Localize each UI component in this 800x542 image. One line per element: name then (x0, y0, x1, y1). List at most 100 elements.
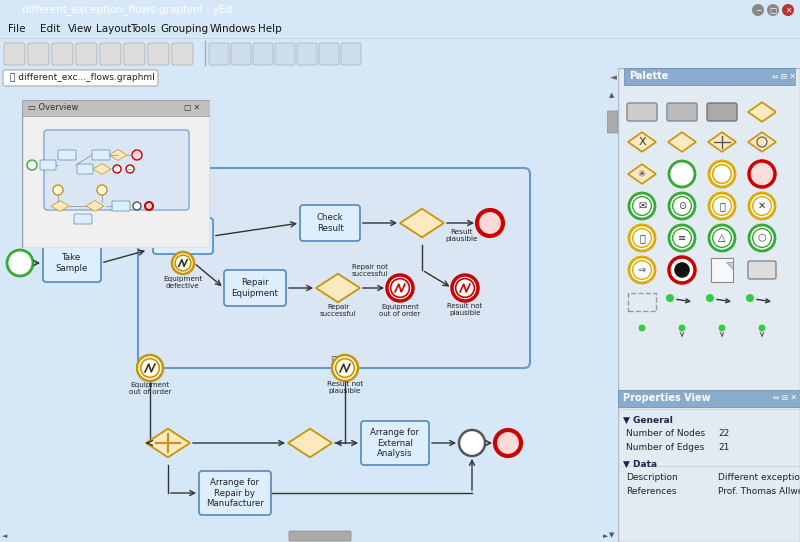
Text: ▼ General: ▼ General (623, 416, 673, 424)
Circle shape (746, 294, 754, 302)
Text: Repair
successful: Repair successful (320, 304, 356, 317)
FancyBboxPatch shape (4, 43, 25, 65)
Circle shape (495, 430, 521, 456)
Text: 22: 22 (718, 429, 730, 438)
FancyBboxPatch shape (711, 258, 733, 282)
FancyBboxPatch shape (361, 421, 429, 465)
Text: File: File (8, 24, 26, 34)
Circle shape (387, 275, 413, 301)
Text: different_exception_flows.graphml - yEd: different_exception_flows.graphml - yEd (22, 4, 232, 16)
FancyBboxPatch shape (74, 214, 92, 224)
FancyBboxPatch shape (43, 244, 101, 282)
Circle shape (749, 161, 775, 187)
Text: ⊟: ⊟ (330, 355, 338, 365)
FancyBboxPatch shape (124, 43, 145, 65)
Circle shape (674, 262, 690, 278)
Text: Windows: Windows (210, 24, 257, 34)
Circle shape (629, 225, 655, 251)
FancyBboxPatch shape (3, 70, 158, 86)
Circle shape (666, 294, 674, 302)
Text: ─: ─ (756, 5, 760, 15)
Text: ◄ ►: ◄ ► (610, 74, 626, 82)
Text: ►: ► (602, 533, 608, 539)
FancyBboxPatch shape (253, 43, 273, 65)
Text: Analyze
Sample: Analyze Sample (166, 227, 200, 246)
Text: Repair not
successful: Repair not successful (352, 263, 388, 276)
Text: ⇔ ⊟ ✕: ⇔ ⊟ ✕ (772, 72, 796, 81)
Text: 21: 21 (718, 443, 730, 453)
Circle shape (749, 225, 775, 251)
Text: △: △ (718, 233, 726, 243)
Text: Repair
Equipment: Repair Equipment (231, 278, 278, 298)
Text: □ ✕: □ ✕ (184, 104, 200, 113)
Circle shape (7, 250, 33, 276)
Circle shape (709, 193, 735, 219)
Text: X: X (638, 137, 646, 147)
Circle shape (706, 294, 714, 302)
Text: 🗒 different_exc..._flows.graphml: 🗒 different_exc..._flows.graphml (10, 74, 154, 82)
FancyBboxPatch shape (231, 43, 251, 65)
Text: ≡: ≡ (678, 233, 686, 243)
Circle shape (53, 185, 63, 195)
FancyBboxPatch shape (199, 471, 271, 515)
Circle shape (477, 210, 503, 236)
Polygon shape (708, 132, 736, 152)
FancyBboxPatch shape (22, 100, 210, 116)
Text: Arrange for
Repair by
Manufacturer: Arrange for Repair by Manufacturer (206, 478, 264, 508)
Circle shape (452, 275, 478, 301)
FancyBboxPatch shape (28, 43, 49, 65)
FancyBboxPatch shape (289, 531, 351, 541)
Circle shape (758, 325, 766, 332)
Polygon shape (93, 164, 111, 175)
FancyBboxPatch shape (341, 43, 361, 65)
Text: ⏮: ⏮ (639, 233, 645, 243)
Text: ◄: ◄ (2, 533, 7, 539)
Text: Grouping: Grouping (160, 24, 208, 34)
Polygon shape (726, 262, 733, 269)
Polygon shape (748, 132, 776, 152)
Circle shape (459, 430, 485, 456)
FancyBboxPatch shape (153, 218, 213, 254)
Circle shape (767, 4, 779, 16)
Text: Equipment
defective: Equipment defective (163, 276, 202, 289)
Polygon shape (400, 209, 444, 237)
FancyBboxPatch shape (138, 168, 530, 368)
FancyBboxPatch shape (100, 43, 121, 65)
Text: References: References (626, 487, 677, 496)
Text: Result not
plausible: Result not plausible (327, 382, 363, 395)
FancyBboxPatch shape (112, 201, 130, 211)
Polygon shape (628, 164, 656, 184)
Circle shape (669, 257, 695, 283)
Circle shape (132, 150, 142, 160)
FancyBboxPatch shape (224, 270, 286, 306)
Circle shape (172, 252, 194, 274)
Text: □: □ (770, 5, 777, 15)
Circle shape (752, 4, 764, 16)
Circle shape (332, 355, 358, 381)
FancyBboxPatch shape (52, 43, 73, 65)
Polygon shape (51, 201, 69, 211)
FancyBboxPatch shape (77, 164, 93, 174)
FancyBboxPatch shape (297, 43, 317, 65)
FancyBboxPatch shape (209, 43, 229, 65)
FancyBboxPatch shape (148, 43, 169, 65)
Text: Layout: Layout (96, 24, 131, 34)
Polygon shape (86, 201, 104, 211)
Text: ⬡: ⬡ (758, 233, 766, 243)
FancyBboxPatch shape (44, 130, 189, 210)
Circle shape (678, 325, 686, 332)
Text: ✉: ✉ (638, 201, 646, 211)
Circle shape (133, 202, 141, 210)
FancyBboxPatch shape (319, 43, 339, 65)
FancyBboxPatch shape (618, 68, 800, 542)
Text: Help: Help (258, 24, 282, 34)
Text: ✕: ✕ (758, 201, 766, 211)
FancyBboxPatch shape (92, 150, 110, 160)
FancyBboxPatch shape (748, 261, 776, 279)
Circle shape (709, 161, 735, 187)
Text: ▭ Overview: ▭ Overview (28, 104, 78, 113)
Circle shape (97, 185, 107, 195)
Text: Equipment
out of order: Equipment out of order (129, 382, 171, 395)
Text: ▼: ▼ (610, 532, 614, 538)
FancyBboxPatch shape (22, 100, 210, 248)
